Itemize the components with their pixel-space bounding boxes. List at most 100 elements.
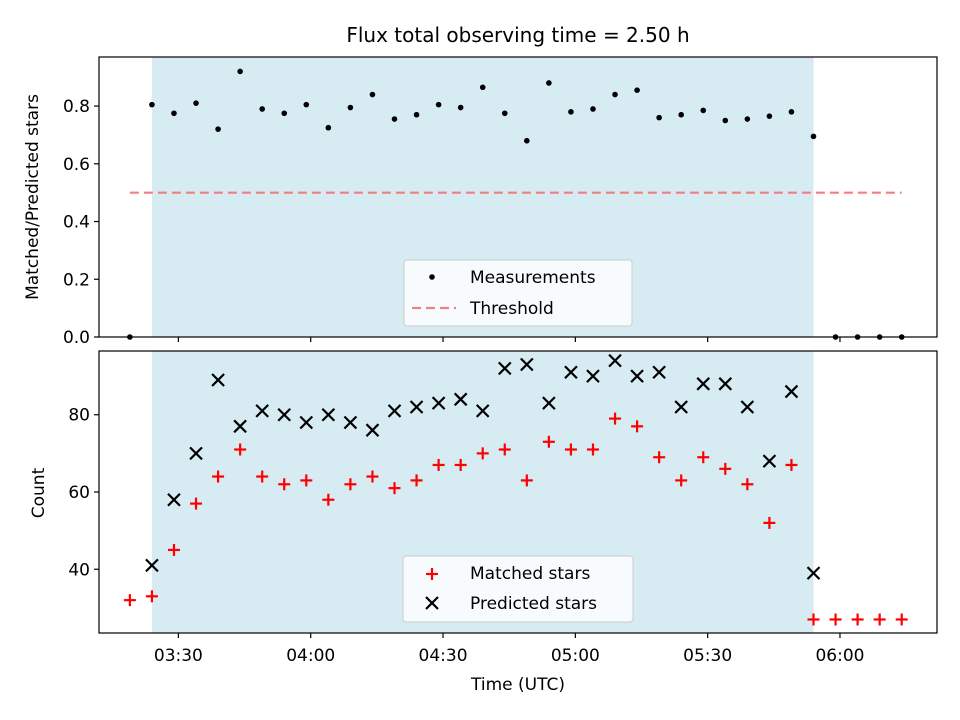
matched-stars-point	[785, 458, 798, 471]
predicted-stars-point	[520, 357, 534, 372]
count-y-ticks: 40 60 80	[68, 406, 99, 580]
x-tick-label: 05:30	[683, 646, 732, 666]
ratio-panel: 0.00.20.40.60.8 Matched/Predicted stars …	[23, 56, 938, 348]
ratio-y-tick-label: 0.2	[63, 270, 90, 290]
predicted-stars-point	[167, 492, 181, 507]
count-y-tick-label: 60	[68, 483, 90, 503]
measurement-point	[237, 68, 243, 75]
legend-matched-marker	[426, 568, 438, 580]
predicted-stars-point	[674, 400, 688, 414]
matched-stars-point	[542, 435, 555, 448]
matched-stars-point	[190, 497, 203, 510]
predicted-stars-point	[630, 369, 644, 383]
measurement-point	[171, 110, 177, 117]
measurement-points	[127, 68, 905, 340]
measurement-point	[810, 133, 817, 140]
legend-threshold-label: Threshold	[469, 299, 554, 319]
matched-stars-point	[586, 443, 599, 456]
measurement-point	[391, 116, 398, 122]
predicted-stars-point	[299, 415, 314, 430]
measurement-point	[457, 104, 464, 111]
matched-stars-point	[851, 613, 864, 626]
matched-stars-point	[234, 443, 247, 456]
matched-stars-point	[145, 590, 158, 603]
measurement-point	[347, 104, 354, 111]
ratio-y-ticks: 0.0 0.2 0.4 0.6 0.8	[63, 97, 99, 348]
measurement-point	[259, 106, 265, 112]
count-y-tick-label: 40	[68, 560, 90, 580]
predicted-stars-point	[365, 423, 380, 437]
matched-stars-point	[300, 474, 313, 487]
matched-stars-point	[520, 474, 533, 487]
ratio-y-tick-label: 0.4	[63, 213, 90, 233]
count-panel: 40 60 80 03:30 04:00 04:30 05:00 05:30 06:00 Co…	[29, 350, 938, 695]
predicted-stars-point	[564, 365, 578, 380]
x-tick-label: 06:00	[815, 646, 864, 666]
x-tick-label: 03:30	[154, 646, 203, 666]
ratio-plot-frame	[98, 56, 938, 338]
matched-stars-point	[829, 613, 842, 626]
predicted-stars-point	[145, 558, 159, 573]
matched-stars-point	[895, 613, 908, 626]
matched-stars-point	[476, 447, 489, 460]
measurement-point	[700, 107, 707, 114]
x-tick-label: 04:00	[286, 646, 335, 666]
legend-matched-label: Matched stars	[470, 564, 590, 584]
count-y-tick-label: 80	[68, 406, 90, 426]
predicted-stars-point	[321, 407, 336, 422]
predicted-stars-point	[762, 454, 777, 468]
count-points	[123, 353, 908, 626]
ratio-y-tick-label: 0.0	[63, 328, 90, 348]
matched-stars-point	[123, 594, 136, 607]
legend-predicted-label: Predicted stars	[470, 594, 597, 614]
count-legend-box	[402, 555, 634, 623]
predicted-stars-point	[652, 365, 666, 380]
matched-stars-point	[212, 470, 225, 483]
count-y-axis-label: Count	[29, 467, 49, 518]
measurement-point	[501, 110, 508, 117]
predicted-stars-point	[233, 419, 247, 434]
predicted-stars-point	[696, 377, 711, 391]
ratio-x-ticks	[177, 337, 841, 342]
predicted-stars-point	[277, 407, 292, 422]
measurement-point	[369, 91, 376, 98]
predicted-stars-point	[343, 415, 358, 430]
x-tick-label: 05:00	[551, 646, 600, 666]
measurement-point	[193, 100, 199, 106]
matched-stars-point	[653, 451, 666, 464]
measurement-point	[766, 113, 773, 119]
measurement-point	[744, 116, 751, 122]
ratio-legend-box	[403, 259, 633, 327]
matched-stars-point	[807, 613, 820, 626]
matched-stars-point	[609, 412, 622, 425]
matched-stars-point	[344, 478, 357, 491]
x-tick-label: 04:30	[419, 646, 468, 666]
predicted-stars-point	[387, 404, 402, 418]
matched-stars-point	[741, 478, 754, 491]
ratio-y-tick-label: 0.8	[63, 97, 90, 117]
predicted-stars-point	[784, 384, 799, 399]
matched-stars-point	[410, 474, 423, 487]
ratio-y-axis-label: Matched/Predicted stars	[23, 94, 43, 300]
measurement-point	[568, 109, 574, 115]
measurement-point	[590, 106, 596, 112]
ratio-y-tick-label: 0.6	[63, 155, 90, 175]
predicted-stars-point	[409, 400, 424, 414]
measurement-point	[634, 87, 640, 93]
measurement-point	[546, 80, 552, 86]
predicted-stars-point	[806, 566, 821, 580]
legend-predicted-marker	[425, 596, 439, 610]
predicted-stars-point	[211, 373, 225, 387]
matched-stars-point	[498, 443, 511, 456]
legend-measurements-marker	[429, 274, 435, 280]
predicted-stars-point	[255, 404, 269, 418]
chart-title: Flux total observing time = 2.50 h	[346, 23, 689, 47]
measurement-point	[678, 111, 684, 118]
matched-stars-point	[454, 458, 467, 471]
matched-stars-point	[675, 474, 688, 487]
predicted-stars-point	[497, 361, 512, 376]
x-axis-label: Time (UTC)	[470, 675, 565, 695]
predicted-stars-point	[475, 404, 490, 418]
predicted-stars-point	[608, 353, 622, 368]
matched-stars-point	[366, 470, 379, 483]
